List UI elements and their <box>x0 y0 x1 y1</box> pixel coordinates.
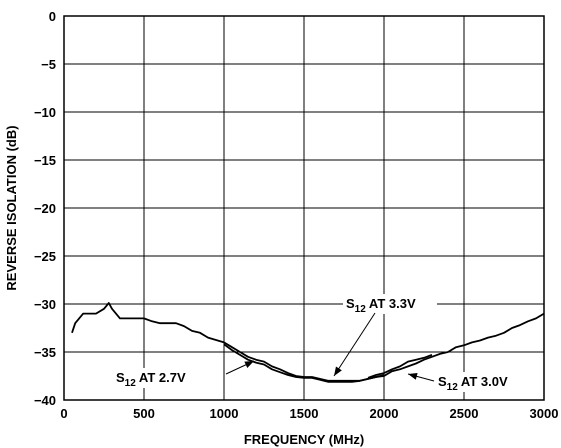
y-tick-label: −20 <box>34 201 56 216</box>
y-tick-label: −30 <box>34 297 56 312</box>
annotation-text: S12 AT 3.0V <box>438 374 508 393</box>
y-tick-label: −10 <box>34 105 56 120</box>
annotation-arrowhead <box>408 372 418 380</box>
y-tick-label: −40 <box>34 393 56 408</box>
y-tick-label: −25 <box>34 249 56 264</box>
y-tick-label: −35 <box>34 345 56 360</box>
x-axis-label: FREQUENCY (MHz) <box>244 432 364 447</box>
y-tick-label: 0 <box>49 9 56 24</box>
x-tick-label: 3000 <box>530 406 559 421</box>
annotation-text: S12 AT 2.7V <box>116 370 186 389</box>
annotation-backing <box>343 294 439 314</box>
plot-frame <box>63 15 545 401</box>
x-tick-label: 2500 <box>450 406 479 421</box>
annotations: S12 AT 3.3V S12 AT 2.7V S12 AT 3.0V <box>113 294 531 393</box>
x-tick-label: 1000 <box>210 406 239 421</box>
annotation-backing <box>435 372 531 392</box>
series-line-2-7v <box>223 343 385 383</box>
annotation-3-3v: S12 AT 3.3V <box>333 294 448 377</box>
annotation-3-0v: S12 AT 3.0V <box>407 372 531 393</box>
y-tick-label: −15 <box>34 153 56 168</box>
y-tick-labels: 0 −5 −10 −15 −20 −25 −30 −35 −40 <box>34 9 56 408</box>
series-lines <box>71 302 545 383</box>
series-line-3-0v <box>367 354 433 379</box>
x-tick-label: 500 <box>133 406 155 421</box>
annotation-arrowhead <box>244 361 254 368</box>
annotation-arrowhead <box>334 366 342 376</box>
annotation-text: S12 AT 3.3V <box>346 296 416 315</box>
x-tick-label: 0 <box>60 406 67 421</box>
annotation-leader <box>333 312 376 377</box>
y-axis-label: REVERSE ISOLATION (dB) <box>4 125 19 290</box>
y-tick-label: −5 <box>41 57 56 72</box>
annotation-2-7v: S12 AT 2.7V <box>113 360 255 389</box>
annotation-backing <box>113 368 209 388</box>
x-tick-label: 1500 <box>290 406 319 421</box>
x-tick-label: 2000 <box>370 406 399 421</box>
x-tick-labels: 0 500 1000 1500 2000 2500 3000 <box>60 406 558 421</box>
grid <box>64 16 544 400</box>
